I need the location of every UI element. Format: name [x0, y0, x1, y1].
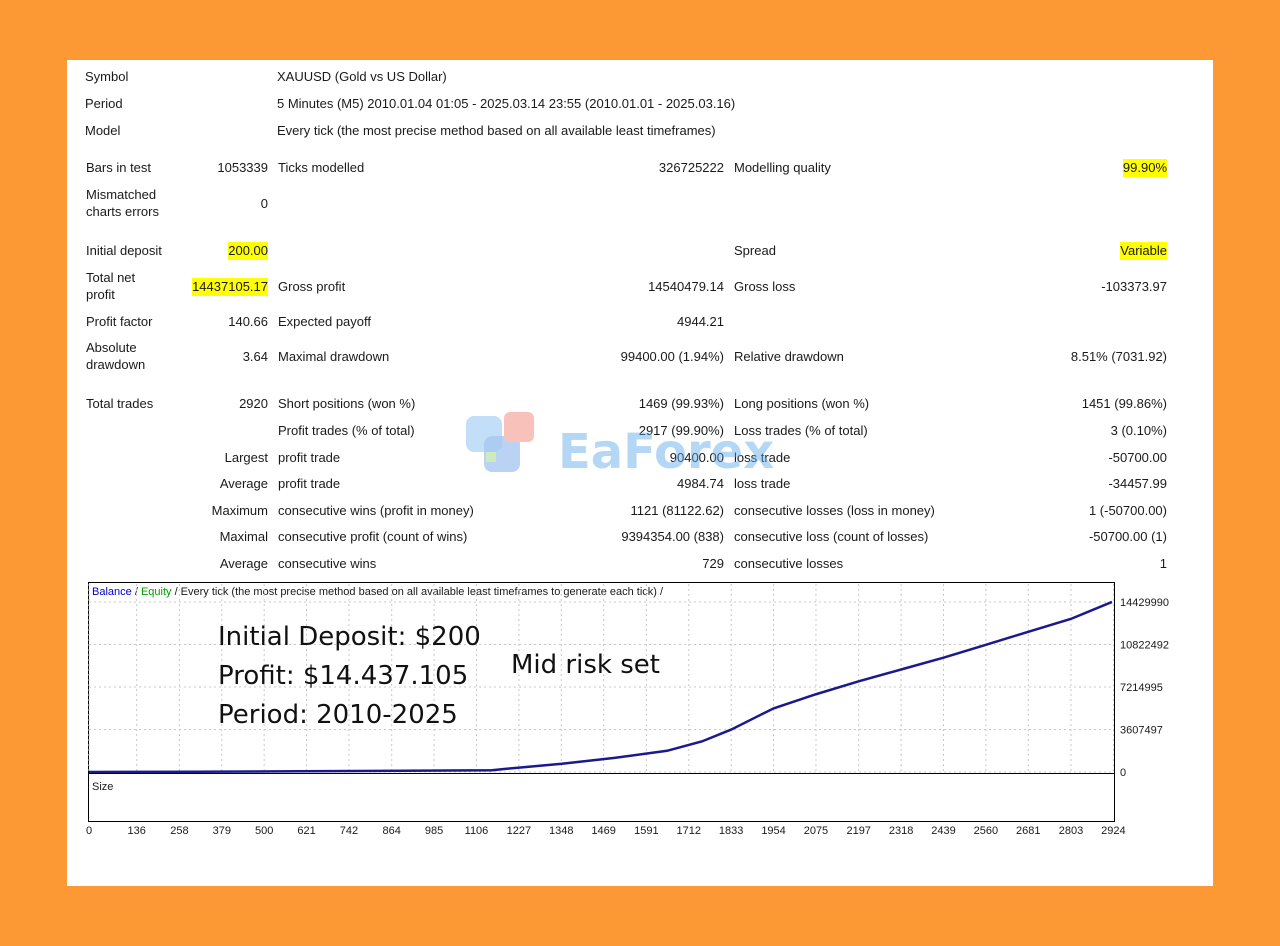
average-loss-value: -34457.99 — [1108, 476, 1167, 491]
overlay-initial-deposit: Initial Deposit: $200 — [218, 622, 481, 652]
loss-trades-value: 3 (0.10%) — [1110, 423, 1167, 438]
max-cons-losses-label: consecutive losses (loss in money) — [734, 503, 935, 518]
short-label: Short positions (won %) — [278, 396, 416, 411]
largest-profit-label: profit trade — [278, 450, 341, 465]
watermark-logo: EaForex — [466, 412, 774, 480]
watermark-logo-icon — [466, 412, 534, 472]
long-value: 1451 (99.86%) — [1081, 396, 1167, 411]
largest-label: Largest — [224, 450, 268, 465]
legend-separator: / — [131, 586, 141, 598]
mismatch-value: 0 — [260, 196, 268, 211]
balance-legend: Balance — [92, 586, 132, 598]
profit-factor-label: Profit factor — [86, 314, 153, 329]
model-label: Model — [85, 123, 121, 138]
rel-dd-label: Relative drawdown — [734, 349, 844, 364]
avg-cons-losses-label: consecutive losses — [734, 556, 844, 571]
ticks-value: 326725222 — [658, 160, 724, 175]
payoff-label: Expected payoff — [278, 314, 371, 329]
symbol-label: Symbol — [85, 69, 129, 84]
net-profit-value: 14437105.17 — [192, 278, 268, 296]
abs-dd-label-2: drawdown — [86, 357, 146, 372]
profit-trades-value: 2917 (99.90%) — [638, 423, 724, 438]
overlay-risk-note: Mid risk set — [511, 650, 660, 680]
avg-cons-wins-label: consecutive wins — [278, 556, 377, 571]
average-label: Average — [219, 476, 268, 491]
net-label-1: Total net — [86, 270, 136, 285]
model-value: Every tick (the most precise method base… — [277, 123, 716, 138]
rel-dd-value: 8.51% (7031.92) — [1070, 349, 1167, 364]
loss-trades-label: Loss trades (% of total) — [734, 423, 868, 438]
watermark-text: EaForex — [558, 424, 774, 480]
symbol-value: XAUUSD (Gold vs US Dollar) — [277, 69, 447, 84]
maximal-loss-label: consecutive loss (count of losses) — [734, 529, 929, 544]
maximum-label: Maximum — [211, 503, 268, 518]
average-profit-label: profit trade — [278, 476, 341, 491]
period-label: Period — [85, 96, 123, 111]
max-cons-losses-value: 1 (-50700.00) — [1088, 503, 1167, 518]
chart-header: Balance / Equity / Every tick (the most … — [92, 586, 663, 598]
quality-value: 99.90% — [1122, 159, 1167, 177]
avg-cons-losses-value: 1 — [1159, 556, 1167, 571]
avg-cons-wins-value: 729 — [702, 556, 724, 571]
bars-value: 1053339 — [217, 160, 268, 175]
chart-header-rest: / Every tick (the most precise method ba… — [171, 586, 664, 598]
short-value: 1469 (99.93%) — [638, 396, 724, 411]
mismatch-label-2: charts errors — [86, 204, 159, 219]
total-trades-value: 2920 — [239, 396, 268, 411]
abs-dd-value: 3.64 — [242, 349, 268, 364]
maximal-profit-value: 9394354.00 (838) — [621, 529, 724, 544]
size-chart-frame — [88, 773, 1115, 822]
max-dd-value: 99400.00 (1.94%) — [620, 349, 724, 364]
overlay-profit: Profit: $14.437.105 — [218, 661, 469, 691]
gross-loss-value: -103373.97 — [1101, 279, 1167, 294]
max-cons-wins-value: 1121 (81122.62) — [630, 503, 724, 518]
equity-legend: Equity — [140, 586, 172, 598]
abs-dd-label-1: Absolute — [86, 340, 137, 355]
max-cons-wins-label: consecutive wins (profit in money) — [278, 503, 474, 518]
payoff-value: 4944.21 — [677, 314, 724, 329]
spread-value: Variable — [1120, 242, 1167, 260]
spread-label: Spread — [734, 243, 776, 258]
gross-loss-label: Gross loss — [734, 279, 796, 294]
max-dd-label: Maximal drawdown — [278, 349, 390, 364]
gross-profit-value: 14540479.14 — [648, 279, 724, 294]
net-label-2: profit — [86, 287, 115, 302]
maximal-label: Maximal — [219, 529, 268, 544]
deposit-value: 200.00 — [228, 242, 268, 260]
total-trades-label: Total trades — [86, 396, 154, 411]
largest-loss-value: -50700.00 — [1108, 450, 1167, 465]
quality-label: Modelling quality — [734, 160, 831, 175]
largest-loss-label: loss trade — [734, 450, 791, 465]
average-profit-value: 4984.74 — [677, 476, 724, 491]
profit-trades-label: Profit trades (% of total) — [278, 423, 415, 438]
average2-label: Average — [219, 556, 268, 571]
mismatch-label-1: Mismatched — [86, 187, 157, 202]
profit-factor-value: 140.66 — [228, 314, 268, 329]
largest-profit-value: 90400.00 — [669, 450, 724, 465]
long-label: Long positions (won %) — [734, 396, 870, 411]
size-label: Size — [92, 781, 114, 793]
period-value: 5 Minutes (M5) 2010.01.04 01:05 - 2025.0… — [277, 96, 736, 111]
gross-profit-label: Gross profit — [278, 279, 346, 294]
bars-label: Bars in test — [86, 160, 152, 175]
overlay-period: Period: 2010-2025 — [218, 700, 458, 730]
maximal-loss-value: -50700.00 (1) — [1088, 529, 1167, 544]
deposit-label: Initial deposit — [86, 243, 162, 258]
maximal-profit-label: consecutive profit (count of wins) — [278, 529, 468, 544]
ticks-label: Ticks modelled — [278, 160, 365, 175]
average-loss-label: loss trade — [734, 476, 791, 491]
